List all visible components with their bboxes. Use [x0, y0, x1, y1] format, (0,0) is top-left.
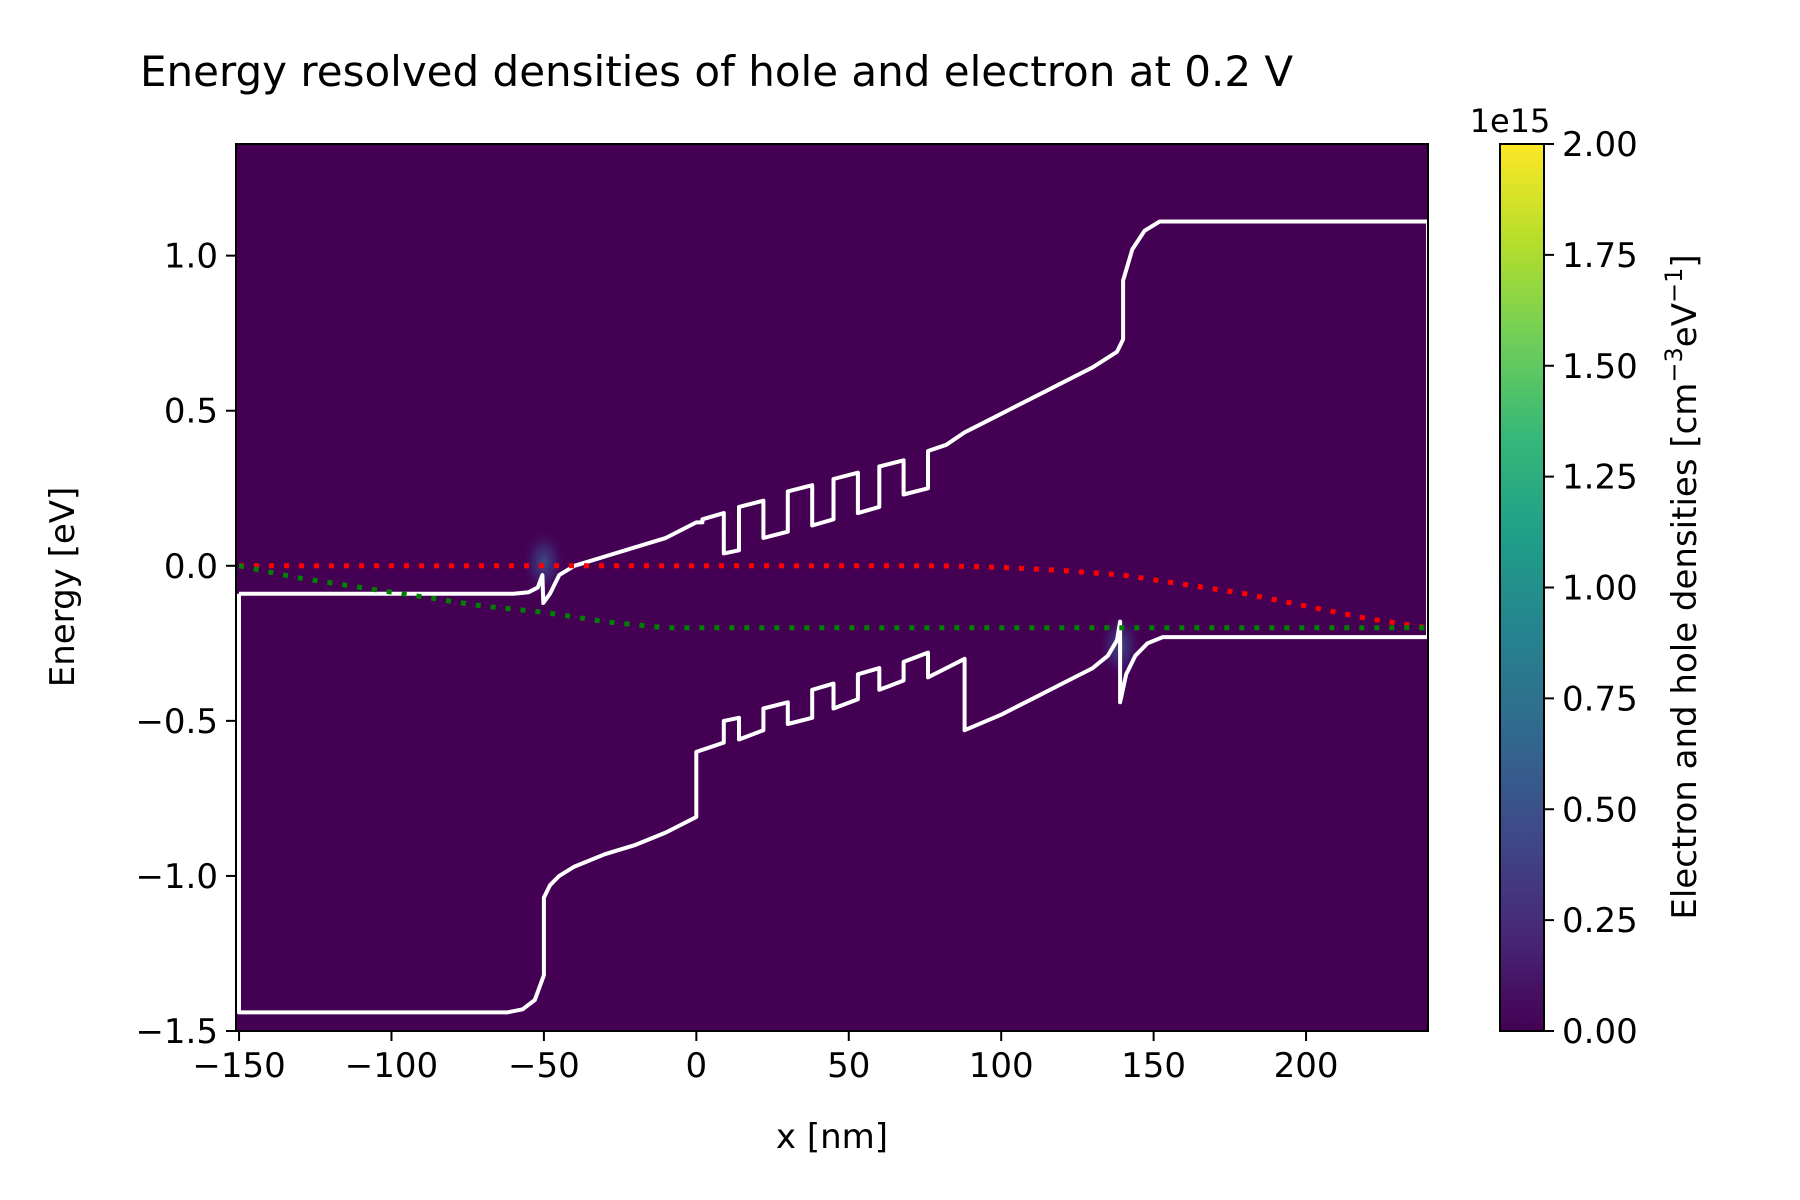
electron-quasi-fermi-level-line	[239, 563, 1428, 631]
colorbar-label-close: ]	[1665, 254, 1705, 267]
plot-frame	[235, 143, 1429, 1032]
conduction-band-line	[239, 219, 1428, 638]
colorbar-label-main: Electron and hole densities [cm	[1665, 383, 1705, 920]
y-tick-label-0: 1.0	[164, 237, 218, 277]
colorbar-tick-label-3: 0.75	[1562, 679, 1638, 719]
x-axis-ticks: −150 −100 −50 0 50 100 150 200	[192, 1031, 1339, 1086]
band-lines	[237, 219, 1428, 1015]
colorbar-tick-label-1: 0.25	[1562, 901, 1638, 941]
y-tick-label-3: −0.5	[135, 702, 218, 742]
colorbar-tick-label-8: 2.00	[1562, 125, 1638, 165]
x-tick-label-3: 0	[686, 1046, 708, 1086]
colorbar-offset-label: 1e15	[1470, 102, 1551, 140]
y-tick-label-4: −1.0	[135, 857, 218, 897]
y-tick-label-5: −1.5	[135, 1012, 218, 1052]
x-tick-label-0: −150	[192, 1046, 285, 1086]
colorbar-ticks: 0.00 0.25 0.50 0.75 1.00 1.25 1.50 1.75 2.00	[1544, 125, 1638, 1052]
heatmap-background	[236, 144, 1428, 1031]
x-tick-label-1: −100	[345, 1046, 438, 1086]
x-tick-label-7: 200	[1274, 1046, 1339, 1086]
x-tick-label-5: 100	[969, 1046, 1034, 1086]
y-axis-ticks: 1.0 0.5 0.0 −0.5 −1.0 −1.5	[135, 237, 236, 1052]
x-tick-label-4: 50	[827, 1046, 870, 1086]
colorbar-tick-label-2: 0.50	[1562, 790, 1638, 830]
colorbar-label: Electron and hole densities [cm−3eV−1]	[1660, 254, 1705, 919]
colorbar-tick-label-5: 1.25	[1562, 458, 1638, 498]
valence-band-line	[237, 593, 1428, 1015]
y-tick-label-1: 0.5	[164, 392, 218, 432]
y-tick-label-2: 0.0	[164, 547, 218, 587]
colorbar-tick-label-0: 0.00	[1562, 1012, 1638, 1052]
colorbar	[1499, 143, 1545, 1032]
colorbar-label-exp2: −1	[1660, 268, 1688, 303]
colorbar-label-unit: eV	[1665, 303, 1705, 347]
x-axis-label: x [nm]	[776, 1117, 888, 1157]
colorbar-tick-label-4: 1.00	[1562, 569, 1638, 609]
x-tick-label-2: −50	[508, 1046, 580, 1086]
chart-title: Energy resolved densities of hole and el…	[140, 47, 1293, 96]
y-axis-label: Energy [eV]	[43, 487, 83, 688]
colorbar-label-exp1: −3	[1660, 347, 1688, 382]
colorbar-tick-label-7: 1.75	[1562, 236, 1638, 276]
colorbar-tick-label-6: 1.50	[1562, 347, 1638, 387]
x-tick-label-6: 150	[1121, 1046, 1186, 1086]
